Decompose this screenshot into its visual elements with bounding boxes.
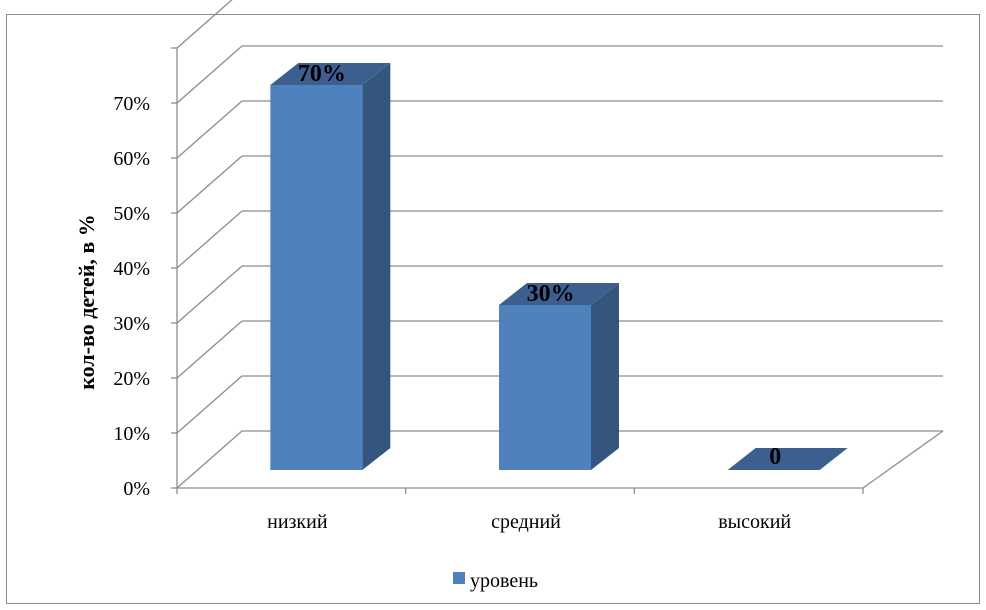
y-axis-ticks: 0% 10% 20% 30% 40% 50% 60% 70% [113,93,150,500]
bar-front-1 [499,305,591,470]
bar-top-2 [727,448,848,470]
y-tick-label-30: 30% [113,313,150,335]
grid-side-40 [176,210,243,269]
grid-side-50 [176,155,243,214]
bar-top-0 [270,63,391,85]
data-label-2: 0 [769,444,781,470]
floor-right-edge [862,430,944,489]
grid-side-70 [176,45,243,104]
grid-side-0 [176,430,243,489]
legend-swatch [453,572,465,584]
grid-side-80 [176,0,233,49]
data-labels: 70% 30% 0 [298,61,781,470]
y-tick-label-40: 40% [113,258,150,280]
category-label-1: средний [491,511,561,533]
grid-side-10 [176,375,243,434]
bar-top-1 [499,283,619,305]
data-label-0: 70% [298,61,346,87]
chart-frame [6,14,980,604]
legend: уровень [453,570,538,592]
y-tick-label-60: 60% [113,148,150,170]
bar-side-1 [591,283,619,470]
bars [270,63,848,470]
data-label-1: 30% [527,281,575,307]
bar-2 [727,448,848,470]
grid-side-20 [176,320,243,379]
y-tick-label-10: 10% [113,423,150,445]
legend-label-uroven: уровень [470,570,538,592]
bar-0 [270,63,391,470]
y-tick-label-50: 50% [113,203,150,225]
bar-1 [499,283,619,470]
grid-side-30 [176,265,243,324]
category-label-0: низкий [267,511,328,533]
bar-front-0 [270,85,363,470]
category-label-2: высокий [718,511,791,533]
y-tick-label-20: 20% [113,368,150,390]
y-axis-label: кол-во детей, в % [74,214,99,390]
grid-side-60 [176,100,243,159]
y-tick-label-70: 70% [113,93,150,115]
x-axis-categories: низкий средний высокий [267,511,791,533]
bar-side-0 [362,63,391,470]
y-tick-label-0: 0% [123,478,150,500]
